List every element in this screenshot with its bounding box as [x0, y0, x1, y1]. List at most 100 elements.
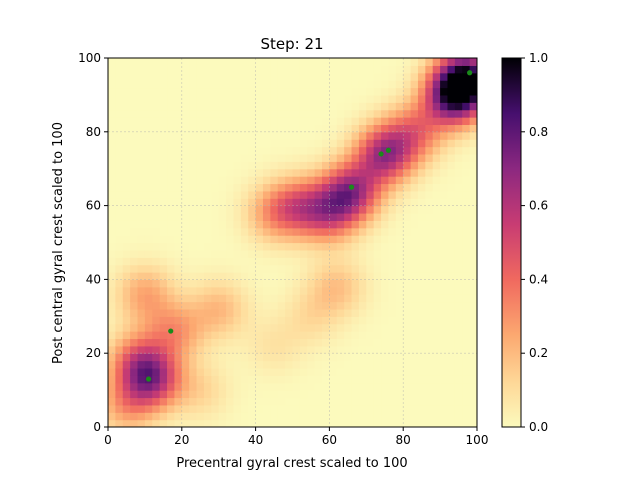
heatmap-cell: [122, 382, 131, 391]
heatmap-cell: [314, 345, 323, 354]
heatmap-cell: [462, 227, 471, 236]
heatmap-cell: [299, 345, 308, 354]
heatmap-cell: [108, 331, 116, 340]
heatmap-cell: [381, 367, 390, 376]
heatmap-cell: [366, 249, 375, 258]
heatmap-cell: [240, 124, 249, 133]
heatmap-cell: [196, 294, 205, 303]
heatmap-cell: [373, 382, 382, 391]
heatmap-cell: [218, 124, 227, 133]
heatmap-cell: [307, 176, 316, 185]
heatmap-cell: [270, 102, 279, 111]
heatmap-cell: [122, 338, 131, 347]
heatmap-cell: [447, 65, 456, 74]
heatmap-cell: [277, 58, 286, 66]
heatmap-cell: [233, 139, 242, 148]
heatmap-cell: [233, 220, 242, 229]
heatmap-cell: [314, 412, 323, 421]
heatmap-cell: [292, 375, 301, 384]
heatmap-cell: [417, 205, 426, 214]
heatmap-cell: [329, 279, 338, 288]
heatmap-cell: [292, 227, 301, 236]
heatmap-cell: [226, 404, 235, 413]
heatmap-cell: [447, 146, 456, 155]
heatmap-cell: [425, 331, 434, 340]
heatmap-cell: [240, 367, 249, 376]
heatmap-cell: [403, 94, 412, 103]
heatmap-cell: [196, 323, 205, 332]
heatmap-cell: [174, 58, 183, 66]
heatmap-cell: [447, 205, 456, 214]
heatmap-cell: [388, 242, 397, 251]
heatmap-cell: [137, 367, 146, 376]
heatmap-cell: [285, 168, 294, 177]
heatmap-cell: [181, 235, 190, 244]
heatmap-cell: [395, 397, 404, 406]
heatmap-cell: [388, 109, 397, 118]
heatmap-cell: [189, 242, 198, 251]
heatmap-cell: [336, 205, 345, 214]
heatmap-cell: [366, 80, 375, 89]
heatmap-cell: [203, 360, 212, 369]
heatmap-cell: [329, 323, 338, 332]
heatmap-cell: [403, 212, 412, 221]
heatmap-cell: [108, 198, 116, 207]
heatmap-cell: [417, 117, 426, 126]
heatmap-cell: [189, 353, 198, 362]
heatmap-cell: [137, 80, 146, 89]
heatmap-cell: [432, 168, 441, 177]
heatmap-cell: [417, 331, 426, 340]
heatmap-cell: [226, 286, 235, 295]
heatmap-cell: [218, 286, 227, 295]
heatmap-cell: [403, 227, 412, 236]
heatmap-cell: [299, 117, 308, 126]
heatmap-cell: [462, 102, 471, 111]
heatmap-cell: [292, 419, 301, 427]
heatmap-cell: [381, 212, 390, 221]
heatmap-cell: [322, 109, 330, 118]
heatmap-cell: [462, 80, 471, 89]
heatmap-cell: [373, 109, 382, 118]
heatmap-cell: [277, 102, 286, 111]
heatmap-cell: [329, 301, 338, 310]
heatmap-cell: [351, 117, 360, 126]
heatmap-cell: [366, 124, 375, 133]
heatmap-cell: [122, 183, 131, 192]
heatmap-cell: [270, 375, 279, 384]
heatmap-cell: [122, 235, 131, 244]
heatmap-cell: [417, 235, 426, 244]
heatmap-cell: [285, 109, 294, 118]
heatmap-cell: [373, 249, 382, 258]
heatmap-cell: [395, 308, 404, 317]
heatmap-cell: [395, 65, 404, 74]
heatmap-cell: [285, 102, 294, 111]
heatmap-cell: [285, 353, 294, 362]
heatmap-cell: [454, 412, 463, 421]
heatmap-cell: [314, 58, 323, 66]
heatmap-cell: [381, 87, 390, 96]
heatmap-cell: [322, 404, 330, 413]
heatmap-cell: [322, 242, 330, 251]
heatmap-cell: [292, 102, 301, 111]
heatmap-cell: [248, 404, 257, 413]
heatmap-cell: [373, 264, 382, 273]
heatmap-cell: [329, 227, 338, 236]
heatmap-cell: [240, 153, 249, 162]
heatmap-cell: [410, 301, 419, 310]
heatmap-cell: [299, 367, 308, 376]
heatmap-cell: [440, 301, 449, 310]
heatmap-cell: [373, 65, 382, 74]
heatmap-cell: [270, 80, 279, 89]
heatmap-cell: [152, 153, 161, 162]
heatmap-cell: [218, 397, 227, 406]
heatmap-cell: [130, 139, 139, 148]
heatmap-cell: [299, 227, 308, 236]
heatmap-cell: [373, 353, 382, 362]
heatmap-cell: [292, 117, 301, 126]
heatmap-cell: [447, 382, 456, 391]
heatmap-cell: [299, 301, 308, 310]
heatmap-cell: [277, 353, 286, 362]
heatmap-cell: [211, 58, 220, 66]
heatmap-cell: [255, 183, 264, 192]
heatmap-cell: [137, 87, 146, 96]
